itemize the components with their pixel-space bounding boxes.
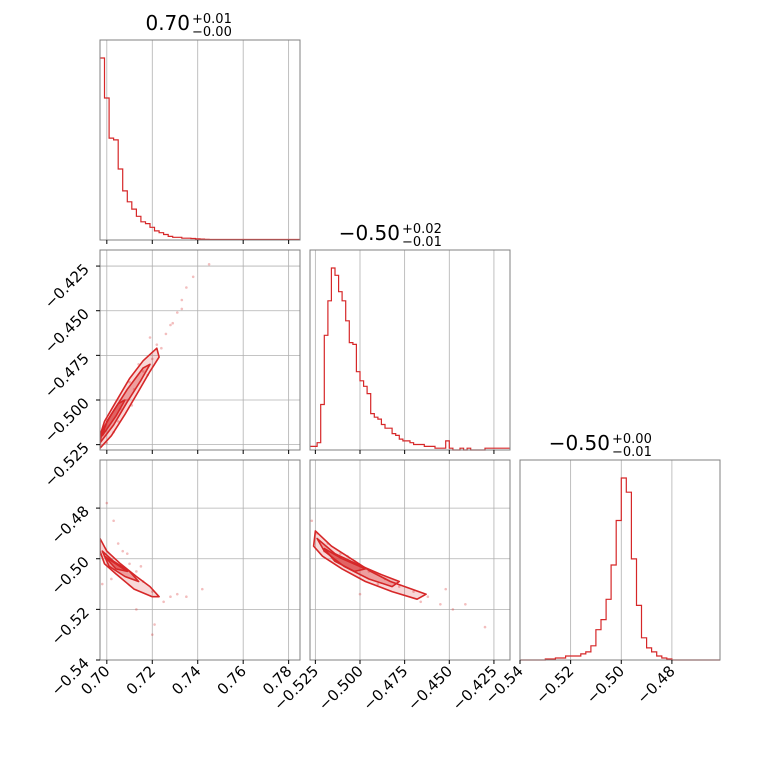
title-value-1: −0.50: [339, 221, 400, 245]
histogram-title-1: −0.50 +0.02−0.01: [339, 221, 442, 250]
scatter-point: [116, 420, 120, 423]
scatter-point: [135, 608, 138, 611]
panel-2-1: [309, 459, 511, 661]
scatter-point: [135, 570, 138, 573]
scatter-point: [125, 552, 129, 555]
scatter-point: [191, 275, 195, 279]
scatter-point: [153, 623, 156, 626]
panel-frame-1-1: [309, 249, 511, 451]
scatter-point: [439, 603, 442, 606]
scatter-point: [164, 332, 168, 336]
title-upper-error-1: +0.02: [402, 222, 442, 237]
x-tick-label: −0.500: [315, 662, 367, 714]
scatter-point: [180, 307, 184, 311]
y-tick-label: −0.475: [41, 349, 93, 401]
scatter-point: [128, 380, 131, 384]
histogram-step-1: [310, 267, 510, 451]
scatter-point: [139, 565, 143, 568]
scatter-point: [112, 519, 115, 523]
scatter-point: [376, 582, 380, 586]
panel-frame-2-0: [99, 459, 301, 661]
panel-2-0: [99, 459, 301, 661]
scatter-point: [150, 357, 154, 361]
y-tick-label: −0.48: [48, 502, 93, 547]
scatter-point: [155, 343, 159, 346]
histogram-title-2: −0.50 +0.00−0.01: [549, 431, 652, 460]
scatter-point: [169, 595, 172, 599]
scatter-point: [483, 625, 487, 629]
scatter-point: [175, 311, 179, 314]
scatter-point: [419, 600, 423, 604]
y-tick-label: −0.50: [48, 553, 93, 598]
scatter-point: [412, 590, 415, 593]
scatter-point: [185, 286, 188, 289]
contour-level-1: [100, 363, 151, 444]
scatter-point: [116, 542, 120, 545]
scatter-point: [162, 600, 165, 604]
histogram-title-0: 0.70 +0.01−0.00: [145, 11, 231, 40]
x-tick-label: 0.74: [168, 662, 204, 698]
title-lower-error-2: −0.01: [612, 445, 652, 460]
scatter-point: [464, 603, 467, 606]
histogram-panel-2: −0.50 +0.00−0.01: [519, 431, 721, 661]
contour-level-2: [323, 547, 367, 573]
scatter-point: [169, 323, 172, 327]
scatter-point: [110, 577, 113, 581]
scatter-point: [121, 549, 125, 553]
scatter-point: [175, 592, 179, 596]
scatter-point: [200, 587, 204, 591]
x-tick-label: −0.50: [583, 662, 628, 707]
scatter-point: [171, 321, 175, 325]
y-tick-label: −0.425: [41, 260, 93, 312]
scatter-point: [358, 592, 362, 596]
x-tick-label: −0.475: [359, 662, 411, 714]
contour-level-0: [312, 530, 427, 601]
x-tick-label: 0.72: [123, 662, 159, 698]
scatter-point: [444, 587, 448, 591]
y-tick-label: −0.52: [48, 603, 93, 648]
histogram-panel-0: 0.70 +0.01−0.00: [99, 11, 301, 241]
scatter-point: [141, 370, 145, 373]
scatter-point: [105, 501, 109, 505]
contour-level-0: [100, 537, 160, 598]
y-tick-label: −0.500: [41, 394, 93, 446]
title-lower-error-1: −0.01: [402, 235, 442, 250]
scatter-point: [180, 298, 184, 302]
contour-level-2: [103, 555, 129, 573]
panel-frame-2-2: [519, 459, 721, 661]
scatter-point: [100, 582, 104, 586]
x-tick-label: 0.76: [214, 662, 250, 698]
scatter-point: [150, 633, 154, 636]
scatter-point: [148, 336, 152, 339]
histogram-step-0: [100, 57, 300, 241]
histogram-step-2: [520, 477, 720, 661]
x-tick-label: −0.52: [532, 662, 577, 707]
y-tick-label: −0.525: [41, 439, 93, 491]
title-value-0: 0.70: [145, 11, 190, 35]
x-tick-label: −0.48: [633, 662, 678, 707]
title-upper-error-0: +0.01: [192, 12, 232, 27]
scatter-point: [397, 585, 401, 588]
title-upper-error-2: +0.00: [612, 432, 652, 447]
x-tick-label: −0.450: [404, 662, 456, 714]
panel-frame-0-0: [99, 39, 301, 241]
histogram-panel-1: −0.50 +0.02−0.01: [309, 221, 511, 451]
scatter-point: [160, 346, 163, 350]
scatter-point: [207, 262, 211, 266]
title-lower-error-0: −0.00: [192, 25, 232, 40]
scatter-point: [451, 608, 455, 611]
scatter-point: [426, 595, 430, 599]
panel-frame-1-0: [99, 249, 301, 451]
contour-level-2: [101, 399, 126, 437]
title-value-2: −0.50: [549, 431, 610, 455]
scatter-point: [310, 519, 314, 523]
scatter-point: [128, 562, 131, 566]
panel-frame-2-1: [309, 459, 511, 661]
panel-1-0: [99, 249, 301, 451]
scatter-point: [185, 595, 188, 599]
y-tick-label: −0.450: [41, 305, 93, 357]
